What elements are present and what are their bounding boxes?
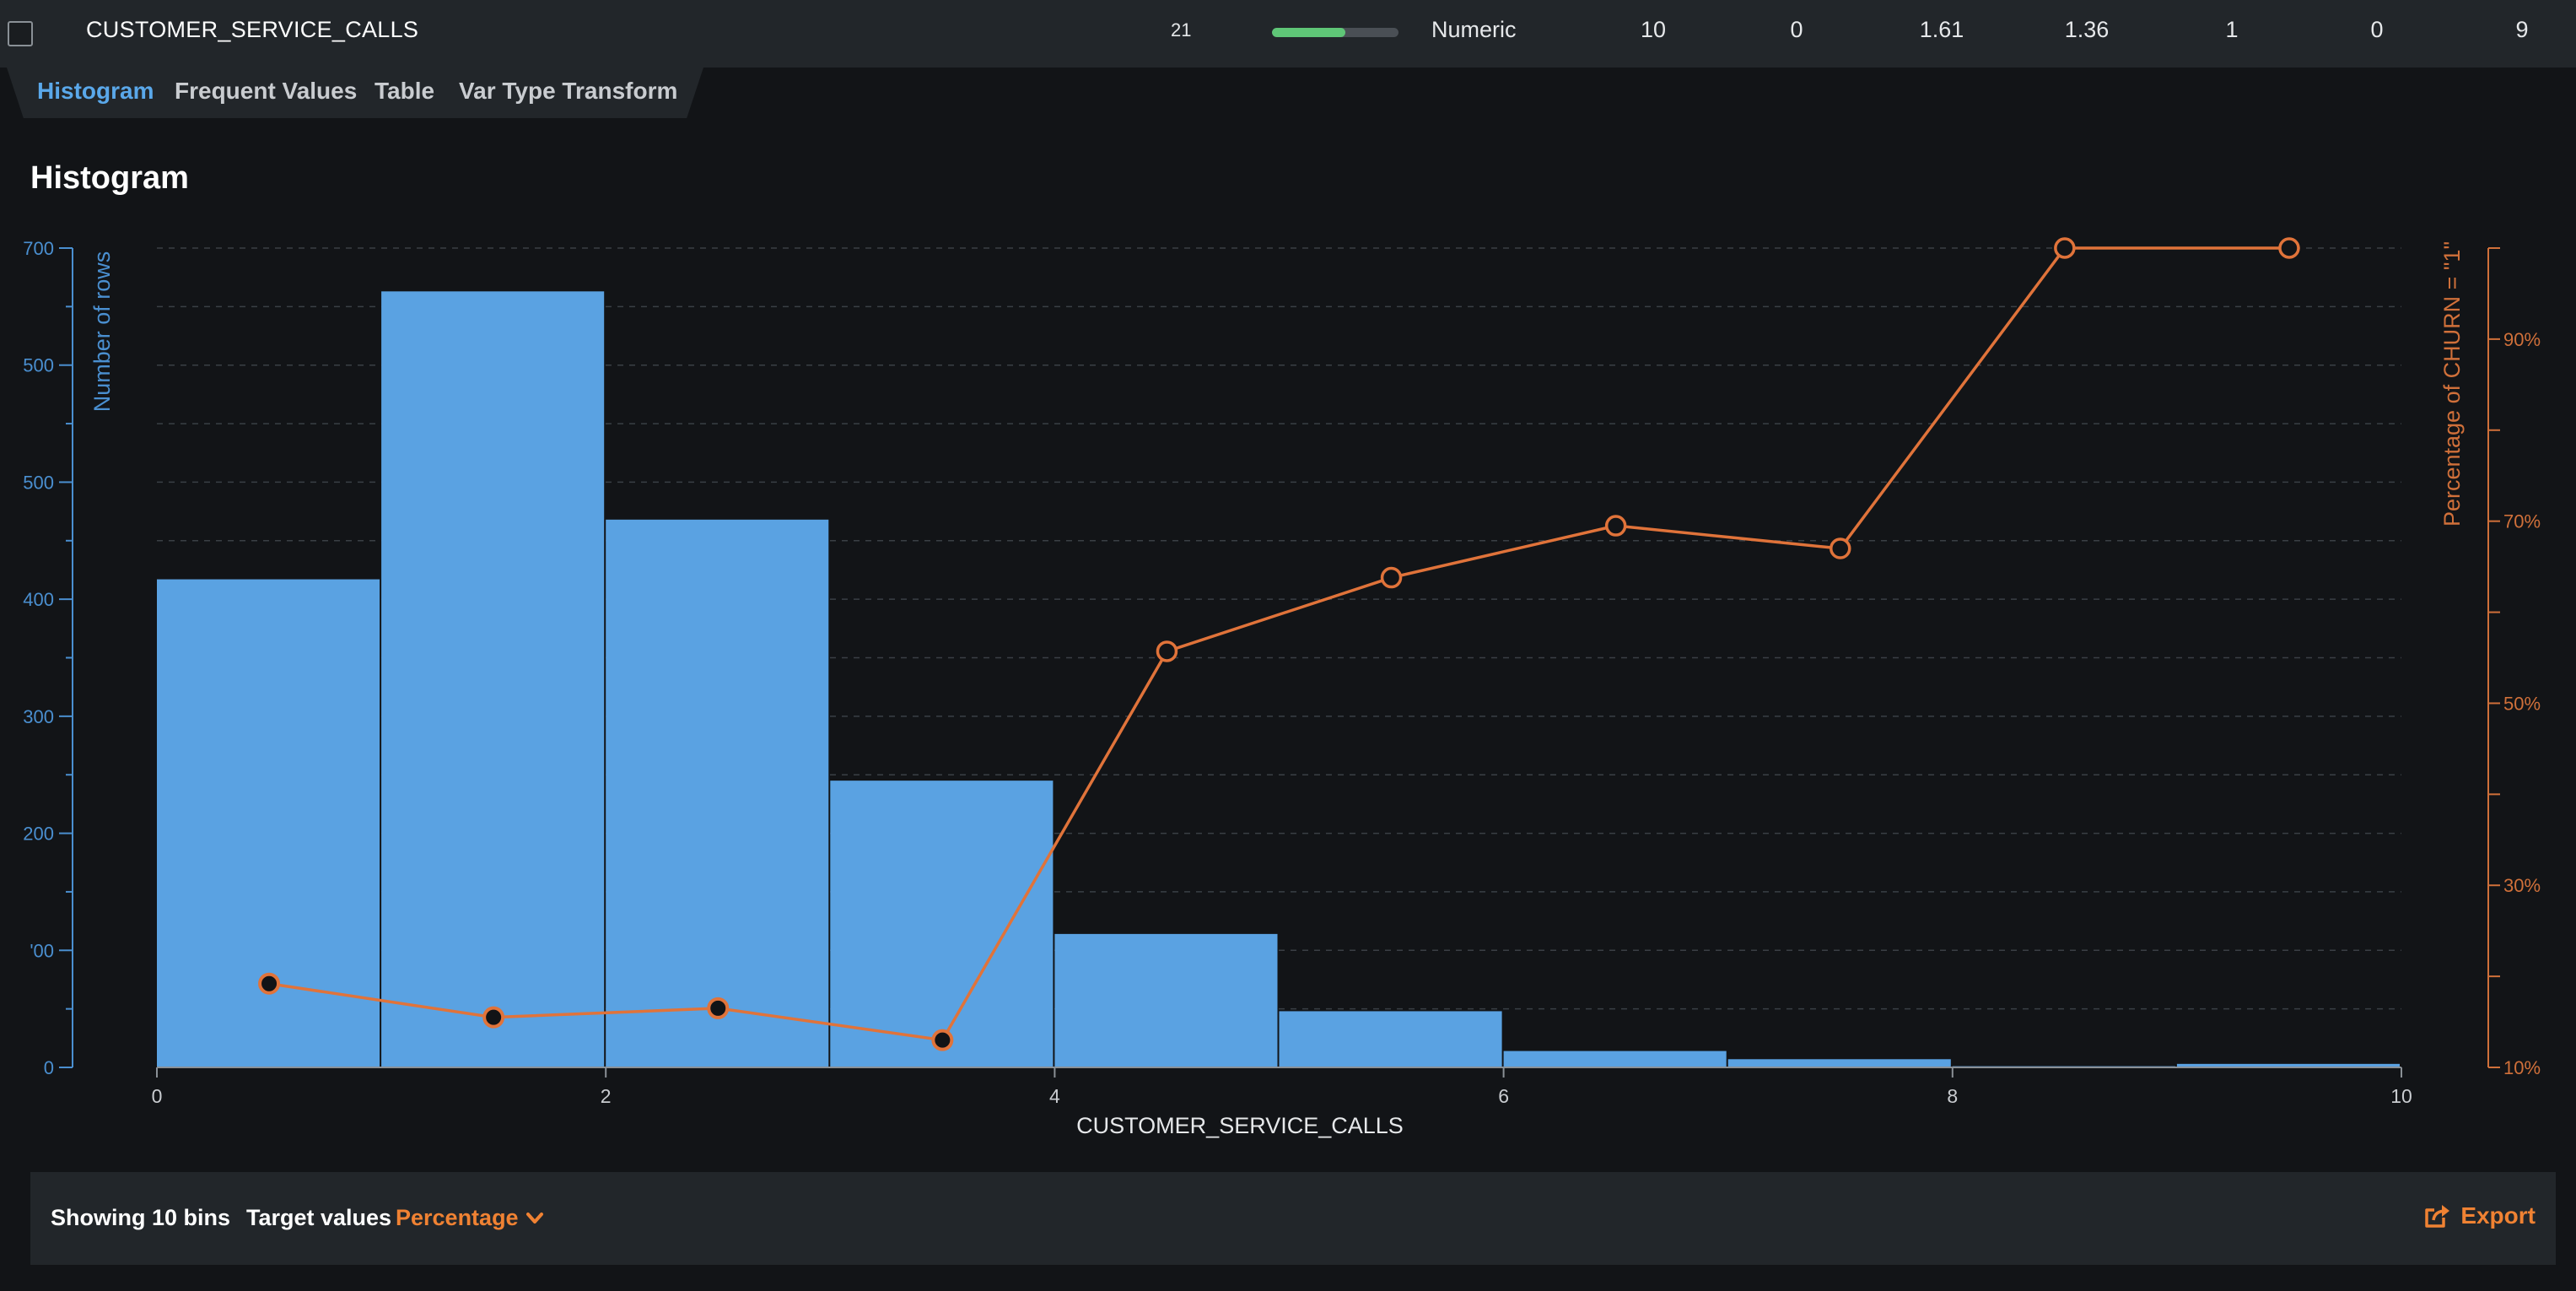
importance-bar (1272, 28, 1398, 37)
histogram-bar (2176, 1063, 2400, 1067)
export-label: Export (2460, 1202, 2536, 1229)
var-type: Numeric (1431, 17, 1517, 42)
y2-axis-label: Percentage of CHURN = "1" (2439, 241, 2465, 527)
mean-value: 1.61 (1919, 17, 1964, 42)
section-title: Histogram (30, 160, 189, 196)
row-checkbox[interactable] (8, 21, 33, 46)
histogram-chart: 0 '00 200 300 400 500 500 700 0 2 4 6 8 10 10% 30% 50% 70… (23, 237, 2541, 1138)
x-axis-tick-label: 10 (2390, 1085, 2412, 1107)
tab-frequent-values[interactable]: Frequent Values (175, 78, 358, 104)
left-axis-tick-label: 300 (23, 706, 54, 727)
tab-table[interactable]: Table (375, 78, 435, 104)
churn-percentage-point (931, 1029, 954, 1051)
histogram-bar (1279, 1011, 1502, 1067)
churn-percentage-point (1604, 515, 1627, 537)
histogram-bar (830, 781, 1054, 1067)
std-dev-value: 1.36 (2064, 17, 2110, 42)
right-axis-tick-label: 50% (2503, 693, 2541, 714)
churn-percentage-point (2278, 237, 2300, 259)
churn-percentage-point (1156, 640, 1178, 662)
feature-row[interactable]: CUSTOMER_SERVICE_CALLS 21 Numeric 10 0 1… (0, 0, 2576, 68)
feature-name: CUSTOMER_SERVICE_CALLS (86, 17, 419, 42)
right-axis-tick-label: 30% (2503, 875, 2541, 896)
histogram-bar (1503, 1051, 1727, 1067)
histogram-bar (606, 519, 829, 1067)
missing-count: 0 (1790, 17, 1803, 42)
x-axis-tick-label: 0 (152, 1085, 163, 1107)
unique-count: 10 (1640, 17, 1667, 42)
tab-bar: Histogram Frequent Values Table Var Type… (0, 68, 2576, 118)
target-values-selected: Percentage (396, 1205, 519, 1230)
target-values-label: Target values (246, 1205, 392, 1230)
target-values-dropdown[interactable]: Percentage (396, 1205, 544, 1231)
left-axis-tick-label: 700 (23, 238, 54, 259)
x-axis-tick-label: 8 (1947, 1085, 1958, 1107)
left-axis-tick-label: 400 (23, 589, 54, 610)
right-axis-tick-label: 70% (2503, 511, 2541, 532)
right-axis-tick-label: 10% (2503, 1057, 2541, 1078)
left-axis-tick-label: '00 (30, 940, 54, 961)
bins-count-label: Showing 10 bins (51, 1205, 231, 1230)
x-axis-label: CUSTOMER_SERVICE_CALLS (1076, 1113, 1404, 1138)
histogram-footer: Showing 10 bins Target values Percentage… (30, 1172, 2556, 1265)
min-value: 0 (2370, 17, 2384, 42)
tab-bar-background (7, 68, 703, 118)
max-value: 9 (2515, 17, 2529, 42)
left-axis-tick-label: 0 (44, 1057, 54, 1078)
left-axis-tick-label: 500 (23, 472, 54, 493)
y-axis-label: Number of rows (89, 251, 115, 413)
histogram-bar (381, 291, 605, 1067)
tab-histogram[interactable]: Histogram (37, 78, 154, 104)
x-axis-tick-label: 2 (601, 1085, 612, 1107)
churn-percentage-point (482, 1006, 505, 1029)
export-button[interactable]: Export (2423, 1202, 2536, 1229)
median-value: 1 (2225, 17, 2239, 42)
churn-percentage-point (258, 972, 281, 995)
churn-percentage-point (707, 997, 730, 1019)
churn-percentage-point (2054, 237, 2076, 259)
churn-percentage-point (1830, 537, 1851, 559)
feature-index: 21 (1171, 19, 1192, 41)
x-axis-tick-label: 4 (1049, 1085, 1060, 1107)
histogram-bar (1727, 1059, 1951, 1067)
churn-percentage-point (1380, 566, 1403, 589)
right-axis-tick-label: 90% (2503, 329, 2541, 350)
histogram-bar (1054, 933, 1278, 1067)
churn-percentage-line (268, 246, 2289, 1042)
left-axis-tick-label: 500 (23, 355, 54, 376)
export-icon (2425, 1205, 2450, 1228)
x-axis-tick-label: 6 (1498, 1085, 1509, 1107)
chevron-down-icon (525, 1212, 543, 1223)
tab-var-type-transform[interactable]: Var Type Transform (459, 78, 678, 104)
importance-bar-fill (1272, 28, 1345, 37)
left-axis-tick-label: 200 (23, 824, 54, 845)
